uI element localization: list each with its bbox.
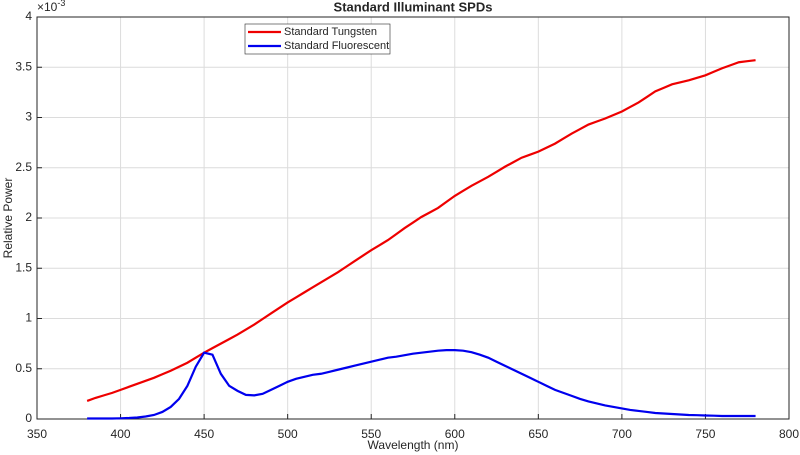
y-tick-label: 4 bbox=[25, 9, 32, 23]
chart-title: Standard Illuminant SPDs bbox=[334, 0, 493, 14]
legend-box bbox=[244, 23, 391, 55]
y-tick-label: 3 bbox=[25, 110, 32, 124]
legend-label: Standard Fluorescent bbox=[284, 40, 389, 52]
x-tick-label: 400 bbox=[111, 427, 131, 441]
x-axis-label: Wavelength (nm) bbox=[368, 438, 459, 452]
y-exponent-base: ×10 bbox=[37, 0, 58, 14]
x-tick-label: 600 bbox=[445, 427, 465, 441]
y-tick-label: 3.5 bbox=[15, 59, 32, 73]
x-tick-label: 750 bbox=[695, 427, 715, 441]
y-tick-label: 2 bbox=[25, 210, 32, 224]
y-exponent: ×10-3 bbox=[37, 0, 65, 14]
y-tick-label: 2.5 bbox=[15, 160, 32, 174]
y-axis-label: Relative Power bbox=[1, 178, 15, 259]
y-tick-label: 1.5 bbox=[15, 260, 32, 274]
series-line bbox=[87, 349, 756, 420]
y-tick-label: 1 bbox=[25, 311, 32, 325]
legend: Standard Tungsten Standard Fluorescent bbox=[244, 23, 391, 55]
x-tick-label: 550 bbox=[361, 427, 381, 441]
x-tick-label: 650 bbox=[528, 427, 548, 441]
y-tick-label: 0.5 bbox=[15, 361, 32, 375]
series-line bbox=[86, 59, 756, 402]
y-tick-label: 0 bbox=[25, 411, 32, 425]
x-tick-label: 700 bbox=[612, 427, 632, 441]
plot-frame bbox=[36, 16, 790, 420]
legend-label: Standard Tungsten bbox=[284, 26, 377, 38]
y-exponent-power: -3 bbox=[57, 0, 65, 8]
x-tick-label: 350 bbox=[27, 427, 47, 441]
x-tick-label: 500 bbox=[278, 427, 298, 441]
x-tick-label: 800 bbox=[779, 427, 799, 441]
x-tick-label: 450 bbox=[194, 427, 214, 441]
